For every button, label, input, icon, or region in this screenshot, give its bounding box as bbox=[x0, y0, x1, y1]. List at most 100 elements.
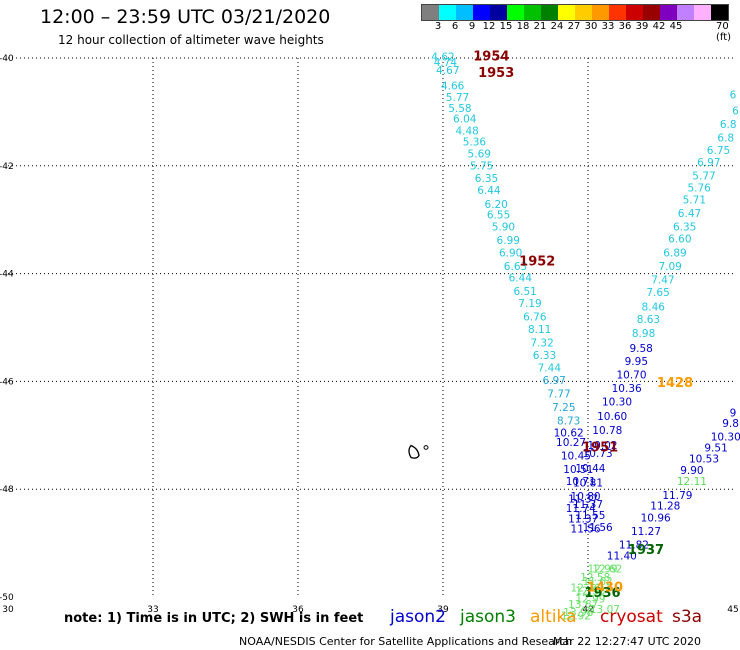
legend-label: 36 bbox=[618, 21, 632, 32]
wave-height-value: 6.99 bbox=[497, 235, 520, 247]
legend-swatch bbox=[626, 5, 643, 20]
legend-label: 21 bbox=[533, 21, 547, 32]
pass-time-label: 1952 bbox=[519, 255, 555, 270]
pass-time-label: 1953 bbox=[478, 66, 514, 81]
wave-height-value: 5.76 bbox=[687, 183, 711, 195]
wave-height-value: 11.37 bbox=[573, 499, 603, 511]
y-tick-label: -46 bbox=[0, 377, 14, 387]
wave-height-value: 6.75 bbox=[707, 145, 730, 157]
pass-time-label: 1951 bbox=[582, 440, 618, 455]
wave-height-value: 9.58 bbox=[629, 343, 652, 355]
legend-label: 45 bbox=[669, 21, 683, 32]
wave-height-value: 11.79 bbox=[662, 490, 692, 502]
wave-height-value: 4.62 bbox=[431, 52, 454, 64]
satellite-label-cryosat: cryosat bbox=[600, 607, 663, 627]
wave-height-value: 6.04 bbox=[453, 114, 477, 126]
wave-height-value: 10.30 bbox=[602, 397, 632, 409]
legend-swatch bbox=[473, 5, 490, 20]
legend-label: 30 bbox=[584, 21, 598, 32]
wave-height-value: 10.51 bbox=[563, 464, 593, 476]
legend-swatch bbox=[711, 5, 728, 20]
y-tick-label: -42 bbox=[0, 162, 14, 172]
wave-height-value: 7.19 bbox=[518, 298, 541, 310]
wave-height-value: 6.89 bbox=[663, 247, 686, 259]
x-tick-label: 36 bbox=[292, 605, 304, 615]
wave-height-value: 13.07 bbox=[590, 604, 620, 616]
wave-height-value: 12.99 bbox=[575, 593, 605, 605]
wave-height-value: 11.56 bbox=[583, 522, 613, 534]
wave-height-value: 11.62 bbox=[583, 576, 613, 588]
satellite-label-jason3: jason3 bbox=[460, 607, 516, 627]
legend-label: 9 bbox=[468, 21, 476, 32]
wave-height-value: 6.60 bbox=[668, 233, 691, 245]
wave-height-value: 11.55 bbox=[575, 510, 605, 522]
legend-label: 39 bbox=[635, 21, 649, 32]
legend-label: 27 bbox=[567, 21, 581, 32]
wave-height-value: 10.02 bbox=[587, 440, 617, 452]
wave-height-value: 12.99 bbox=[587, 564, 617, 576]
wave-height-value: 10.81 bbox=[573, 478, 603, 490]
y-tick-label: -44 bbox=[0, 270, 14, 280]
wave-height-value: 9.8 bbox=[722, 418, 739, 430]
legend-swatch bbox=[422, 5, 439, 20]
wave-height-value: 10.30 bbox=[711, 432, 740, 444]
x-tick-label: 45 bbox=[727, 605, 738, 615]
footer-note: note: 1) Time is in UTC; 2) SWH is in fe… bbox=[64, 611, 364, 626]
wave-height-value: 10.27 bbox=[556, 437, 586, 449]
legend-swatch bbox=[558, 5, 575, 20]
satellite-label-altika: altika bbox=[530, 607, 577, 627]
x-tick-label: 39 bbox=[437, 605, 449, 615]
legend-swatch bbox=[541, 5, 558, 20]
wave-height-value: 7.65 bbox=[646, 287, 669, 299]
wave-height-value: 9 bbox=[730, 407, 737, 419]
wave-height-value: 13.98 bbox=[563, 607, 593, 619]
wave-height-value: 11.74 bbox=[566, 503, 596, 515]
legend-swatch bbox=[524, 5, 541, 20]
x-tick-label: 33 bbox=[147, 605, 158, 615]
wave-height-value: 10.62 bbox=[554, 427, 584, 439]
legend-swatch bbox=[439, 5, 456, 20]
wave-height-value: 7.32 bbox=[530, 337, 553, 349]
wave-height-value: 11.28 bbox=[650, 501, 680, 513]
legend-swatch bbox=[507, 5, 524, 20]
wave-height-value: 7.25 bbox=[552, 402, 575, 414]
wave-height-value: 10.53 bbox=[689, 453, 719, 465]
wave-height-value: 6.44 bbox=[477, 185, 501, 197]
wave-height-value: 11.56 bbox=[571, 523, 601, 535]
legend-label: 24 bbox=[550, 21, 564, 32]
wave-height-value: 6.8 bbox=[717, 133, 734, 145]
wave-height-value: 8.63 bbox=[637, 314, 660, 326]
legend-swatch bbox=[575, 5, 592, 20]
pass-time-label: 1937 bbox=[628, 543, 664, 558]
wave-height-value: 10.44 bbox=[575, 463, 605, 475]
legend-swatch bbox=[456, 5, 473, 20]
wave-height-value: 7.44 bbox=[538, 363, 562, 375]
wave-height-value: 4.67 bbox=[436, 65, 459, 77]
wave-height-value: 7.47 bbox=[651, 274, 674, 286]
satellite-label-s3a: s3a bbox=[672, 607, 703, 627]
wave-height-value: 9.95 bbox=[625, 356, 648, 368]
legend-label: 15 bbox=[499, 21, 513, 32]
page-title: 12:00 – 23:59 UTC 03/21/2020 bbox=[40, 6, 331, 28]
wave-height-value: 11.40 bbox=[607, 550, 637, 562]
wave-height-value: 5.77 bbox=[692, 170, 715, 182]
wave-height-value: 4.74 bbox=[434, 57, 458, 69]
wave-height-value: 5.71 bbox=[683, 195, 706, 207]
wave-height-value: 12.11 bbox=[677, 476, 707, 488]
wave-height-value: 5.69 bbox=[468, 149, 491, 161]
x-tick-label: 30 bbox=[2, 605, 14, 615]
legend-swatch bbox=[490, 5, 507, 20]
legend-label: 3 bbox=[434, 21, 442, 32]
legend-label: 6 bbox=[451, 21, 459, 32]
legend-swatch bbox=[609, 5, 626, 20]
satellite-label-jason2: jason2 bbox=[390, 607, 446, 627]
wave-height-value: 10.60 bbox=[597, 411, 627, 423]
pass-time-label: 1936 bbox=[584, 586, 620, 601]
color-scale-legend bbox=[421, 4, 729, 21]
wave-height-value: 5.36 bbox=[463, 136, 487, 148]
wave-height-value: 6.51 bbox=[513, 286, 536, 298]
wave-height-value: 6.90 bbox=[499, 247, 522, 259]
legend-swatch bbox=[643, 5, 660, 20]
wave-height-value: 6.63 bbox=[504, 261, 527, 273]
